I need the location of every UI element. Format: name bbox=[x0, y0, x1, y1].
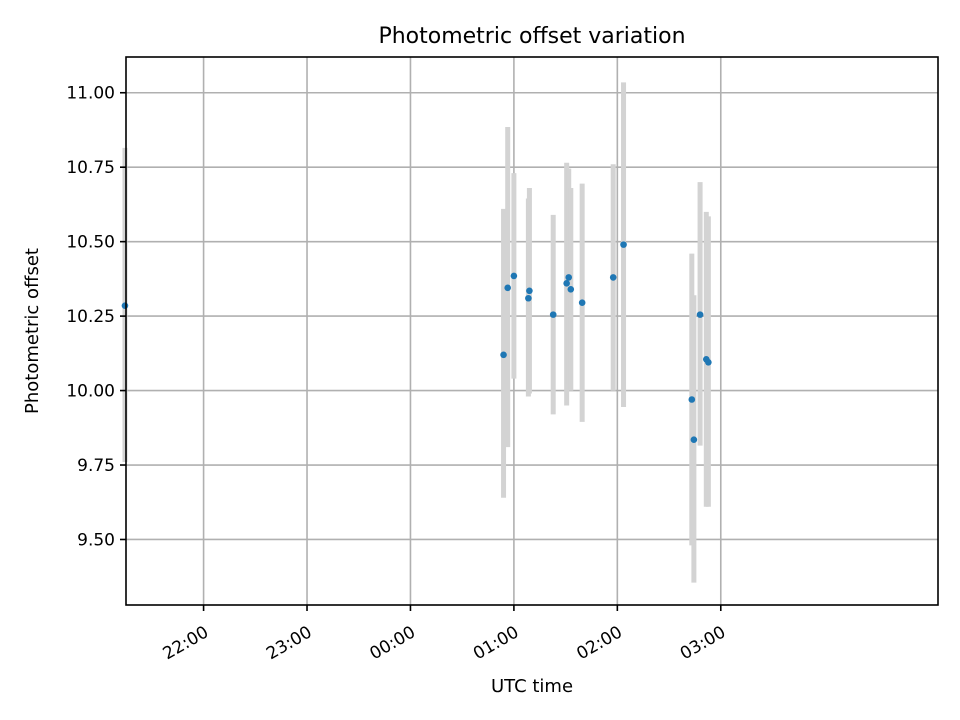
y-tick-label: 9.50 bbox=[77, 530, 115, 550]
tick-layer: 22:00 23:00 00:00 01:00 02:00 03:00 9.50 9.75 10… bbox=[66, 84, 729, 664]
x-tick-label: 03:00 bbox=[677, 622, 729, 664]
y-tick-label: 10.50 bbox=[66, 233, 115, 253]
x-tick-label: 00:00 bbox=[367, 622, 419, 664]
data-point bbox=[525, 294, 532, 302]
x-tick-label: 23:00 bbox=[263, 622, 315, 664]
data-point bbox=[696, 311, 704, 318]
grid-layer bbox=[126, 57, 938, 605]
data-point bbox=[121, 302, 129, 309]
x-tick-label: 22:00 bbox=[160, 622, 212, 664]
data-point bbox=[620, 241, 627, 248]
y-tick-label: 10.25 bbox=[66, 307, 115, 327]
x-tick-label: 02:00 bbox=[573, 622, 625, 664]
data-layer bbox=[121, 82, 712, 583]
data-point bbox=[690, 436, 698, 444]
data-point bbox=[565, 274, 573, 281]
data-point bbox=[549, 311, 557, 318]
data-point bbox=[510, 272, 518, 280]
data-point bbox=[688, 396, 696, 403]
data-point bbox=[526, 287, 533, 295]
y-tick-label: 11.00 bbox=[66, 84, 115, 104]
plot-frame bbox=[125, 56, 939, 606]
y-tick-label: 9.75 bbox=[77, 456, 115, 476]
data-point bbox=[504, 284, 511, 292]
x-tick-label: 01:00 bbox=[470, 622, 522, 664]
data-point bbox=[500, 351, 507, 359]
y-tick-label: 10.75 bbox=[66, 158, 115, 178]
data-point bbox=[567, 286, 575, 293]
data-point bbox=[609, 274, 617, 281]
data-point bbox=[705, 358, 712, 366]
chart-title: Photometric offset variation bbox=[378, 24, 685, 49]
y-axis-label: Photometric offset bbox=[22, 248, 43, 414]
data-point bbox=[578, 299, 586, 307]
data-point bbox=[563, 280, 570, 287]
y-tick-label: 10.00 bbox=[66, 382, 115, 402]
x-axis-label: UTC time bbox=[491, 676, 573, 697]
